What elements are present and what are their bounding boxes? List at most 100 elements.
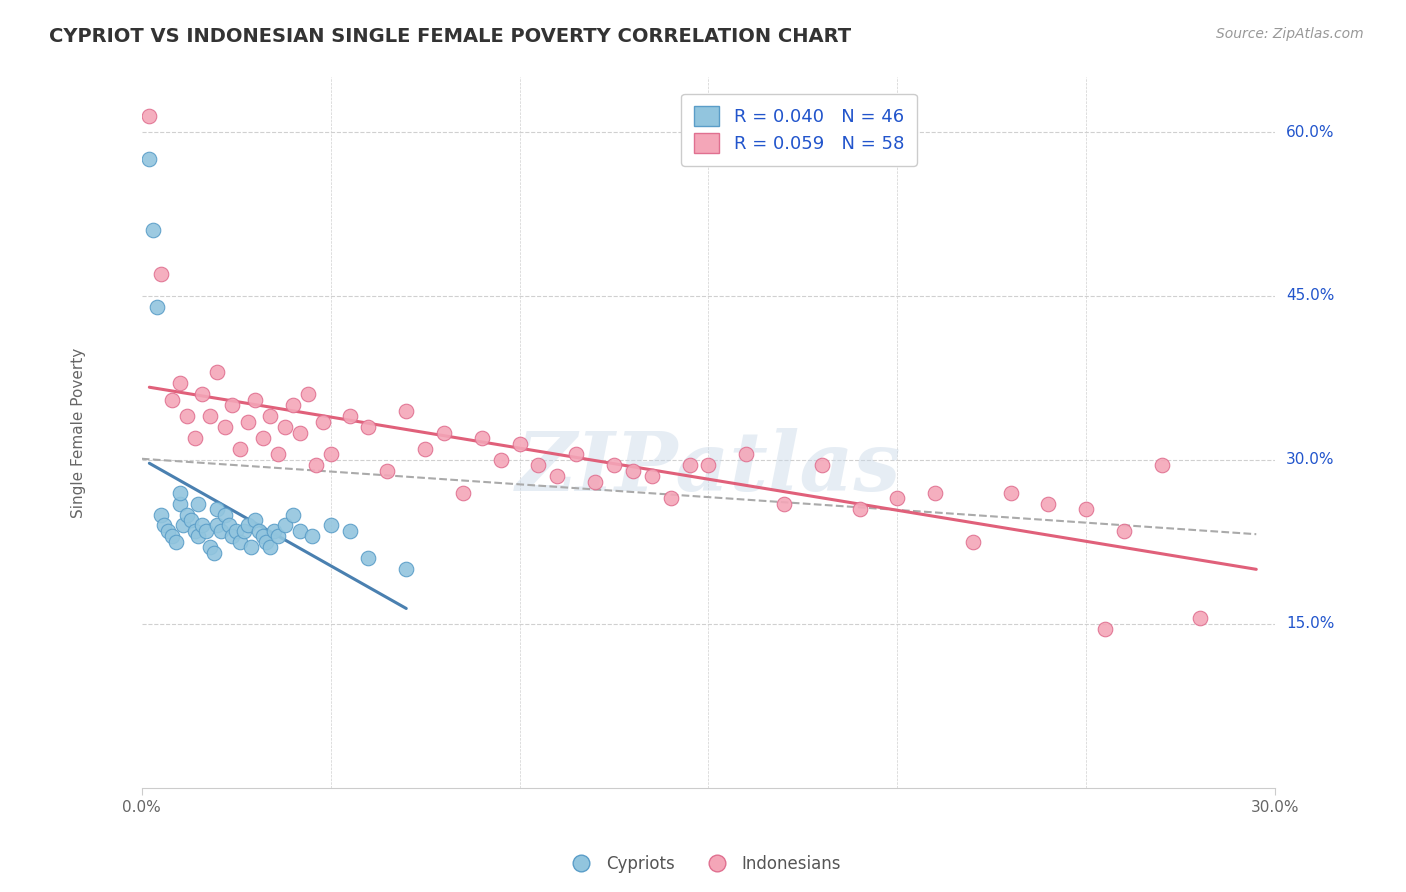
Point: [214, 420, 236, 434]
Point: [395, 562, 418, 576]
Point: [160, 392, 183, 407]
Point: [146, 300, 169, 314]
Point: [339, 409, 361, 424]
Point: [267, 529, 290, 543]
Point: [198, 541, 221, 555]
Point: [886, 491, 908, 505]
Point: [243, 392, 266, 407]
Point: [1188, 611, 1211, 625]
Point: [1038, 497, 1060, 511]
Point: [546, 469, 568, 483]
Point: [160, 529, 183, 543]
Point: [1150, 458, 1173, 473]
Point: [259, 541, 281, 555]
Point: [225, 524, 247, 538]
Point: [169, 376, 191, 391]
Point: [339, 524, 361, 538]
Point: [142, 223, 165, 237]
Point: [207, 366, 229, 380]
Point: [169, 497, 191, 511]
Point: [221, 398, 243, 412]
Point: [697, 458, 720, 473]
Point: [252, 529, 274, 543]
Point: [924, 485, 946, 500]
Point: [603, 458, 626, 473]
Point: [319, 447, 342, 461]
Point: [183, 524, 205, 538]
Point: [259, 409, 281, 424]
Point: [256, 534, 278, 549]
Point: [138, 153, 160, 167]
Point: [811, 458, 834, 473]
Point: [247, 524, 270, 538]
Point: [243, 513, 266, 527]
Point: [1000, 485, 1022, 500]
Text: 60.0%: 60.0%: [1286, 125, 1334, 139]
Point: [377, 464, 399, 478]
Point: [149, 508, 172, 522]
Point: [301, 529, 323, 543]
Point: [281, 398, 304, 412]
Point: [290, 425, 312, 440]
Point: [180, 513, 202, 527]
Point: [297, 387, 319, 401]
Text: ZIPatlas: ZIPatlas: [516, 428, 901, 508]
Point: [191, 518, 214, 533]
Point: [157, 524, 180, 538]
Point: [229, 534, 252, 549]
Point: [202, 546, 225, 560]
Point: [304, 458, 326, 473]
Point: [187, 497, 209, 511]
Point: [735, 447, 758, 461]
Point: [232, 524, 254, 538]
Point: [1112, 524, 1135, 538]
Point: [218, 518, 240, 533]
Point: [207, 502, 229, 516]
Y-axis label: Single Female Poverty: Single Female Poverty: [72, 348, 86, 517]
Point: [319, 518, 342, 533]
Point: [621, 464, 644, 478]
Text: 30.0%: 30.0%: [1286, 452, 1334, 467]
Point: [207, 518, 229, 533]
Point: [183, 431, 205, 445]
Point: [451, 485, 474, 500]
Point: [221, 529, 243, 543]
Point: [433, 425, 456, 440]
Point: [149, 267, 172, 281]
Point: [281, 508, 304, 522]
Point: [290, 524, 312, 538]
Point: [274, 420, 297, 434]
Point: [312, 415, 335, 429]
Point: [641, 469, 664, 483]
Point: [565, 447, 588, 461]
Point: [1076, 502, 1098, 516]
Point: [583, 475, 606, 489]
Point: [267, 447, 290, 461]
Point: [236, 415, 259, 429]
Point: [240, 541, 263, 555]
Point: [191, 387, 214, 401]
Point: [659, 491, 682, 505]
Text: CYPRIOT VS INDONESIAN SINGLE FEMALE POVERTY CORRELATION CHART: CYPRIOT VS INDONESIAN SINGLE FEMALE POVE…: [49, 27, 852, 45]
Point: [263, 524, 285, 538]
Point: [1094, 622, 1116, 636]
Point: [229, 442, 252, 456]
Point: [678, 458, 700, 473]
Point: [252, 431, 274, 445]
Legend: Cypriots, Indonesians: Cypriots, Indonesians: [558, 848, 848, 880]
Point: [195, 524, 218, 538]
Point: [274, 518, 297, 533]
Point: [236, 518, 259, 533]
Point: [172, 518, 194, 533]
Point: [357, 420, 380, 434]
Point: [153, 518, 176, 533]
Point: [489, 453, 512, 467]
Text: Source: ZipAtlas.com: Source: ZipAtlas.com: [1216, 27, 1364, 41]
Point: [165, 534, 187, 549]
Text: 45.0%: 45.0%: [1286, 288, 1334, 303]
Point: [509, 436, 531, 450]
Point: [527, 458, 550, 473]
Point: [773, 497, 796, 511]
Point: [209, 524, 232, 538]
Point: [138, 109, 160, 123]
